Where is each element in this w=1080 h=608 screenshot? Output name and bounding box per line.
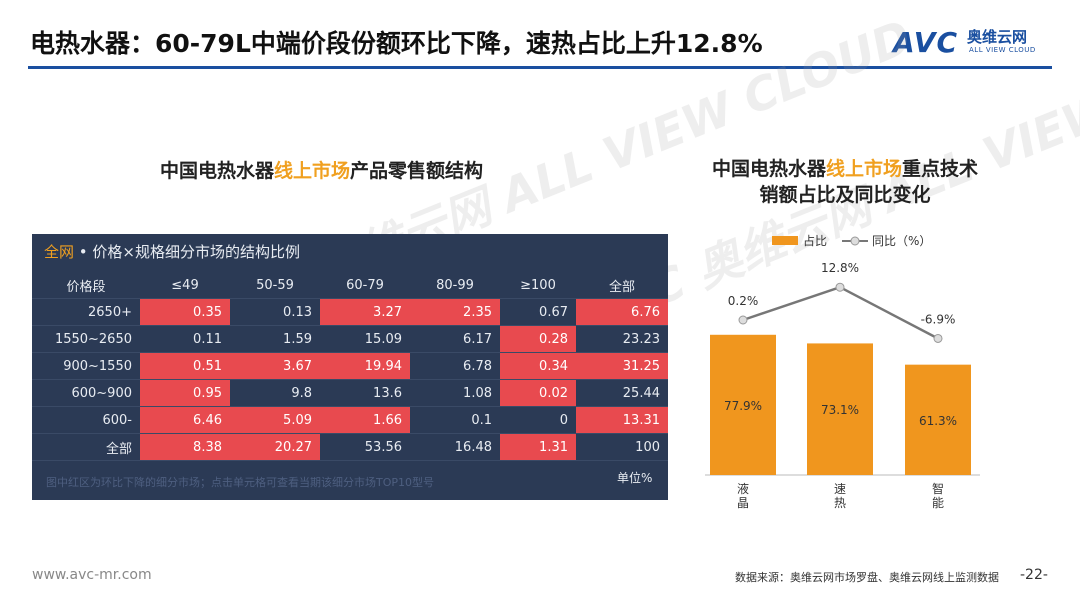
table-cell[interactable]: 6.17 xyxy=(410,325,500,353)
table-cell[interactable]: 53.56 xyxy=(320,433,410,461)
table-row: 600~900 0.95 9.8 13.6 1.08 0.02 25.44 xyxy=(32,379,668,407)
table-cell[interactable]: 5.09 xyxy=(230,406,320,434)
table-cell[interactable]: 3.27 xyxy=(320,298,410,326)
table-cell[interactable]: 23.23 xyxy=(576,325,668,353)
table-cell[interactable]: 0.13 xyxy=(230,298,320,326)
table-cell[interactable]: 15.09 xyxy=(320,325,410,353)
table-cell[interactable]: 6.76 xyxy=(576,298,668,326)
table-cell[interactable]: 0.11 xyxy=(140,325,230,353)
page-number: -22- xyxy=(1020,567,1048,583)
bar-2 xyxy=(905,364,971,475)
table-row: 1550~2650 0.11 1.59 15.09 6.17 0.28 23.23 xyxy=(32,325,668,353)
category-label-0: 液晶 xyxy=(737,481,749,510)
column-header: 价格段 xyxy=(32,272,140,299)
table-cell[interactable]: 6.78 xyxy=(410,352,500,380)
table-cell[interactable]: 8.38 xyxy=(140,433,230,461)
page-title: 电热水器：60-79L中端价段份额环比下降，速热占比上升12.8% xyxy=(30,29,763,58)
column-header: 60-79 xyxy=(320,272,410,299)
table-cell[interactable]: 100 xyxy=(576,433,668,461)
table-footnote: 图中红区为环比下降的细分市场；点击单元格可查看当期该细分市场TOP10型号 xyxy=(46,476,435,489)
column-header: 50-59 xyxy=(230,272,320,299)
table-header-row: 价格段 ≤49 50-59 60-79 80-99 ≥100 全部 xyxy=(32,272,668,299)
table-cell[interactable]: 31.25 xyxy=(576,352,668,380)
table-cell[interactable]: 20.27 xyxy=(230,433,320,461)
table-cell[interactable]: 2.35 xyxy=(410,298,500,326)
table-cell[interactable]: 0.34 xyxy=(500,352,576,380)
table-cell[interactable]: 1.08 xyxy=(410,379,500,407)
table-cell[interactable]: 6.46 xyxy=(140,406,230,434)
table-caption: 全网 • 价格×规格细分市场的结构比例 xyxy=(44,243,300,261)
table-cell[interactable]: 13.31 xyxy=(576,406,668,434)
logo-main-text: AVC xyxy=(893,26,958,59)
row-label: 600~900 xyxy=(32,379,140,407)
yoy-label-1: 12.8% xyxy=(821,261,859,275)
logo-cn-text: 奥维云网 xyxy=(967,28,1028,46)
legend-marker-line xyxy=(850,236,860,246)
column-header: 全部 xyxy=(576,272,668,299)
table-cell[interactable]: 16.48 xyxy=(410,433,500,461)
table-cell[interactable]: 0.28 xyxy=(500,325,576,353)
yoy-label-2: -6.9% xyxy=(921,312,956,326)
table-row: 2650+ 0.35 0.13 3.27 2.35 0.67 6.76 xyxy=(32,298,668,326)
legend-label-line: 同比（%） xyxy=(872,234,931,248)
category-label-2: 智能 xyxy=(932,481,944,510)
row-label: 全部 xyxy=(32,433,140,461)
logo-en-text: ALL VIEW CLOUD xyxy=(969,46,1036,54)
table-cell[interactable]: 9.8 xyxy=(230,379,320,407)
avc-logo: AVC 奥维云网 ALL VIEW CLOUD xyxy=(893,26,1053,60)
right-chart-title: 中国电热水器线上市场重点技术 销额占比及同比变化 xyxy=(711,158,979,206)
bar-0 xyxy=(710,334,776,475)
table-cell[interactable]: 19.94 xyxy=(320,352,410,380)
legend-label-bar: 占比 xyxy=(803,233,827,248)
table-cell[interactable]: 1.59 xyxy=(230,325,320,353)
row-label: 1550~2650 xyxy=(32,325,140,353)
table-cell[interactable]: 0.95 xyxy=(140,379,230,407)
bar-label-2: 61.3% xyxy=(919,414,957,428)
column-header: 80-99 xyxy=(410,272,500,299)
column-header: ≤49 xyxy=(140,272,230,299)
price-size-table-panel: 全网 • 价格×规格细分市场的结构比例 价格段 ≤49 50-59 60-79 80-9… xyxy=(32,234,668,500)
table-cell[interactable]: 0 xyxy=(500,406,576,434)
yoy-point-0 xyxy=(738,315,748,325)
price-size-table: 价格段 ≤49 50-59 60-79 80-99 ≥100 全部 2650+ 0.35 0.1… xyxy=(32,272,668,461)
table-row: 900~1550 0.51 3.67 19.94 6.78 0.34 31.25 xyxy=(32,352,668,380)
left-chart-title: 中国电热水器线上市场产品零售额结构 xyxy=(160,160,484,182)
table-row: 全部 8.38 20.27 53.56 16.48 1.31 100 xyxy=(32,433,668,461)
row-label: 900~1550 xyxy=(32,352,140,380)
footer-url[interactable]: www.avc-mr.com xyxy=(32,567,152,583)
yoy-line xyxy=(742,285,939,340)
row-label: 2650+ xyxy=(32,298,140,326)
table-cell[interactable]: 3.67 xyxy=(230,352,320,380)
table-cell[interactable]: 0.51 xyxy=(140,352,230,380)
table-cell[interactable]: 13.6 xyxy=(320,379,410,407)
table-cell[interactable]: 0.02 xyxy=(500,379,576,407)
category-label-1: 速热 xyxy=(834,482,846,510)
column-header: ≥100 xyxy=(500,272,576,299)
yoy-point-1 xyxy=(835,282,845,292)
bar-label-1: 73.1% xyxy=(821,403,859,417)
footer-source: 数据来源：奥维云网市场罗盘、奥维云网线上监测数据 xyxy=(735,571,999,584)
bar-1 xyxy=(807,343,873,475)
table-cell[interactable]: 25.44 xyxy=(576,379,668,407)
table-cell[interactable]: 0.67 xyxy=(500,298,576,326)
table-cell[interactable]: 0.1 xyxy=(410,406,500,434)
row-label: 600- xyxy=(32,406,140,434)
bar-label-0: 77.9% xyxy=(724,399,762,413)
legend-swatch-bar xyxy=(772,236,798,245)
table-cell[interactable]: 1.31 xyxy=(500,433,576,461)
table-row: 600- 6.46 5.09 1.66 0.1 0 13.31 xyxy=(32,406,668,434)
header-divider xyxy=(28,66,1052,69)
yoy-label-0: 0.2% xyxy=(728,294,759,308)
table-unit: 单位% xyxy=(617,471,653,485)
tech-share-chart: 占比 同比（%） 77.9% 73.1% 61.3% 0.2% 12.8% -6.9% 液晶 速热… xyxy=(705,233,980,510)
yoy-point-2 xyxy=(933,333,943,343)
table-cell[interactable]: 1.66 xyxy=(320,406,410,434)
table-cell[interactable]: 0.35 xyxy=(140,298,230,326)
